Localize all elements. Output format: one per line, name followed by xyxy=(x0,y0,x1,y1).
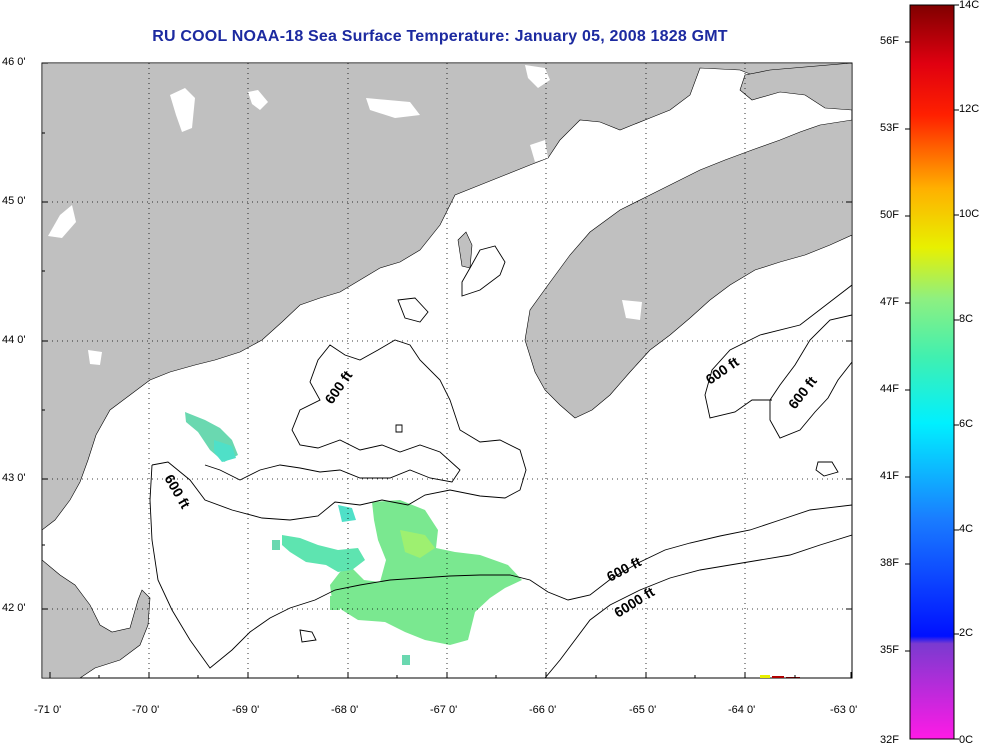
colorbar xyxy=(909,4,955,740)
lake xyxy=(525,65,550,88)
land-cape-breton xyxy=(739,63,852,111)
lon-label: -63 0' xyxy=(830,704,858,716)
colorbar-c-label: 6C xyxy=(959,418,974,430)
colorbar-c-label: 8C xyxy=(959,313,974,325)
colorbar-f-label: 41F xyxy=(880,470,899,482)
lake xyxy=(170,88,195,132)
colorbar-f-label: 35F xyxy=(880,644,899,656)
lon-label: -64 0' xyxy=(728,704,756,716)
colorbar-f-label: 56F xyxy=(880,35,899,47)
land-nova-scotia xyxy=(524,119,852,419)
bathymetry-contours xyxy=(149,245,852,678)
lat-label: 46 0' xyxy=(2,56,26,68)
lake xyxy=(88,350,102,365)
graticule xyxy=(42,63,852,678)
land-massachusetts xyxy=(42,559,151,678)
lat-label: 45 0' xyxy=(2,195,26,207)
colorbar-c-label: 14C xyxy=(959,0,980,11)
land-grand-manan xyxy=(457,231,473,269)
map-title: RU COOL NOAA-18 Sea Surface Temperature:… xyxy=(152,28,728,45)
lon-label: -71 0' xyxy=(34,704,62,716)
frame-ticks xyxy=(42,62,852,678)
colorbar-c-label: 0C xyxy=(959,734,974,746)
lon-label: -69 0' xyxy=(232,704,260,716)
lon-label: -70 0' xyxy=(132,704,160,716)
colorbar-f-label: 44F xyxy=(880,383,899,395)
lon-label: -68 0' xyxy=(331,704,359,716)
lake xyxy=(530,140,548,162)
lake xyxy=(622,300,642,320)
colorbar-c-label: 10C xyxy=(959,208,980,220)
colorbar-c-label: 12C xyxy=(959,103,980,115)
lon-label: -65 0' xyxy=(629,704,657,716)
colorbar-f-label: 32F xyxy=(880,734,899,746)
colorbar-c-label: 4C xyxy=(959,523,974,535)
lake xyxy=(366,98,420,118)
lat-label: 44 0' xyxy=(2,334,26,346)
colorbar-f-label: 47F xyxy=(880,296,899,308)
lat-label: 43 0' xyxy=(2,472,26,484)
colorbar-f-label: 53F xyxy=(880,122,899,134)
lon-label: -67 0' xyxy=(430,704,458,716)
lake xyxy=(48,205,76,238)
colorbar-f-label: 38F xyxy=(880,557,899,569)
colorbar-c-label: 2C xyxy=(959,627,974,639)
land-maine-newbrunswick xyxy=(42,63,852,531)
colorbar-f-label: 50F xyxy=(880,209,899,221)
lon-label: -66 0' xyxy=(529,704,557,716)
lat-label: 42 0' xyxy=(2,602,26,614)
lake xyxy=(248,90,268,110)
